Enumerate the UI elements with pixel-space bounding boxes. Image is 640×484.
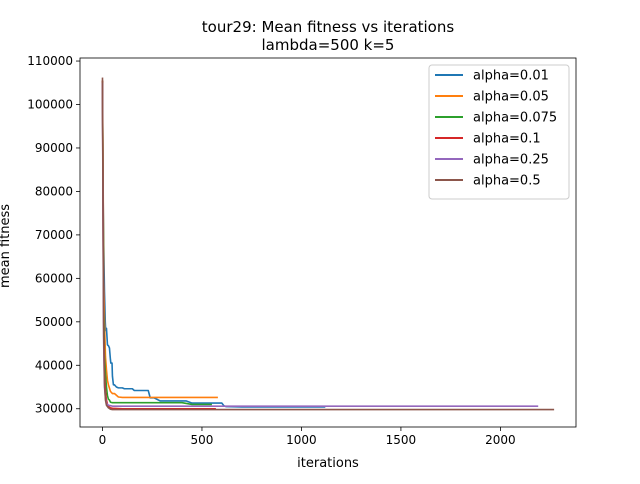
x-tick-label: 0 <box>99 433 107 447</box>
legend-label-3: alpha=0.075 <box>473 111 557 126</box>
series-line-1 <box>101 80 326 408</box>
x-axis-label: iterations <box>297 456 359 471</box>
chart-subtitle: lambda=500 k=5 <box>262 36 395 54</box>
y-tick-label: 110000 <box>27 54 73 68</box>
legend-label-6: alpha=0.5 <box>473 174 541 189</box>
y-tick-label: 40000 <box>35 358 73 372</box>
y-tick-label: 90000 <box>35 141 73 155</box>
x-tick-label: 1500 <box>386 433 417 447</box>
legend: alpha=0.01 alpha=0.05 alpha=0.075 alpha=0.1… <box>428 64 570 200</box>
x-tick-label: 1000 <box>286 433 317 447</box>
y-tick-label: 70000 <box>35 228 73 242</box>
axes-frame <box>79 57 577 428</box>
legend-label-1: alpha=0.01 <box>473 69 549 84</box>
y-tick-label: 80000 <box>35 184 73 198</box>
y-tick-label: 30000 <box>35 402 73 416</box>
axes: 0 500 1000 1500 2000 30000 40000 50000 60000 7000… <box>27 54 577 447</box>
legend-label-2: alpha=0.05 <box>473 90 549 105</box>
y-tick-label: 100000 <box>27 98 73 112</box>
legend-label-4: alpha=0.1 <box>473 132 541 147</box>
x-tick-label: 2000 <box>485 433 516 447</box>
x-tick-label: 500 <box>191 433 214 447</box>
y-tick-label: 60000 <box>35 271 73 285</box>
chart-title: tour29: Mean fitness vs iterations <box>202 18 455 36</box>
y-axis-label: mean fitness <box>0 204 13 288</box>
series-line-6 <box>101 77 555 411</box>
legend-label-5: alpha=0.25 <box>473 153 549 168</box>
y-tick-label: 50000 <box>35 315 73 329</box>
plot-area <box>101 77 555 411</box>
legend-box <box>428 64 570 200</box>
